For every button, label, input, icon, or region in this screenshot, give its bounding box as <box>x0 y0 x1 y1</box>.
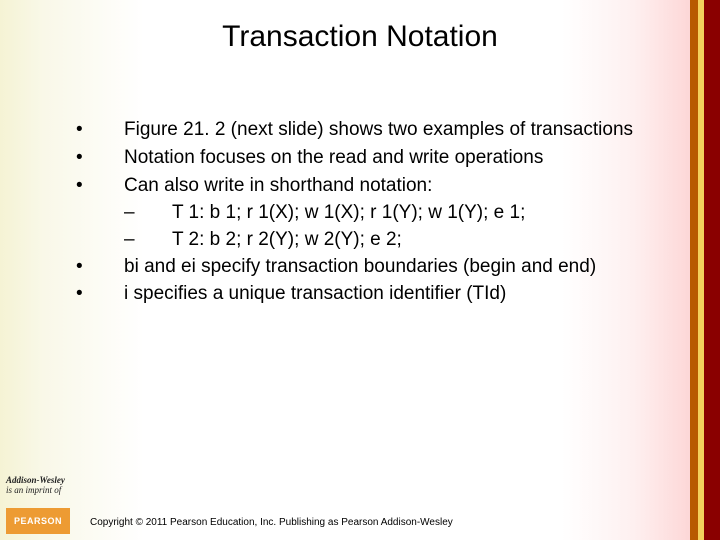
addison-wesley-logo: Addison-Wesley is an imprint of <box>6 476 65 496</box>
bullet-item: i specifies a unique transaction identif… <box>76 282 646 306</box>
slide: Transaction Notation Figure 21. 2 (next … <box>0 0 720 540</box>
pearson-badge: PEARSON <box>6 508 70 534</box>
sub-bullet-item: T 1: b 1; r 1(X); w 1(X); r 1(Y); w 1(Y)… <box>124 201 646 226</box>
accent-bar-red <box>704 0 720 540</box>
bullet-item: Can also write in shorthand notation: <box>76 174 646 198</box>
logo-line-2: is an imprint of <box>6 485 61 495</box>
publisher-logo-text: Addison-Wesley is an imprint of <box>6 476 65 496</box>
slide-content: Figure 21. 2 (next slide) shows two exam… <box>76 118 646 310</box>
right-accent-bars <box>690 0 720 540</box>
bullet-item: Figure 21. 2 (next slide) shows two exam… <box>76 118 646 142</box>
accent-bar-orange <box>690 0 698 540</box>
bullet-item: Notation focuses on the read and write o… <box>76 146 646 170</box>
bullet-item: bi and ei specify transaction boundaries… <box>76 255 646 279</box>
copyright-text: Copyright © 2011 Pearson Education, Inc.… <box>90 517 453 528</box>
pearson-label: PEARSON <box>14 516 62 526</box>
sub-bullet-item: T 2: b 2; r 2(Y); w 2(Y); e 2; <box>124 228 646 253</box>
logo-line-1: Addison-Wesley <box>6 475 65 485</box>
slide-title: Transaction Notation <box>0 20 720 54</box>
